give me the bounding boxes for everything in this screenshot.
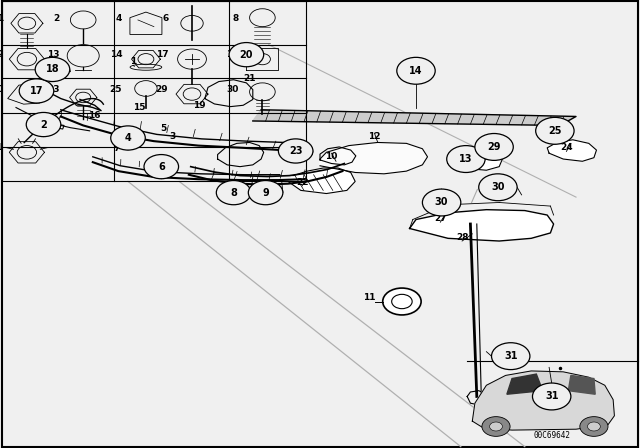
- Text: 9: 9: [0, 50, 3, 59]
- Text: 15: 15: [133, 103, 146, 112]
- Polygon shape: [288, 168, 355, 194]
- Text: 26: 26: [458, 161, 470, 170]
- Text: 5: 5: [160, 124, 166, 133]
- Polygon shape: [410, 210, 554, 241]
- Circle shape: [278, 139, 313, 163]
- Text: 20: 20: [0, 85, 3, 94]
- Circle shape: [229, 43, 264, 67]
- Text: 31: 31: [545, 392, 559, 401]
- Text: 18: 18: [45, 65, 60, 74]
- Polygon shape: [568, 375, 595, 394]
- Text: 12: 12: [368, 132, 381, 141]
- Text: 31: 31: [504, 351, 518, 361]
- Text: 27: 27: [434, 214, 447, 223]
- Text: 2: 2: [40, 120, 47, 129]
- Circle shape: [248, 181, 283, 205]
- Polygon shape: [472, 371, 614, 430]
- Text: 14: 14: [109, 50, 122, 59]
- Text: 30: 30: [435, 198, 449, 207]
- Text: 20: 20: [239, 50, 253, 60]
- Text: 17: 17: [29, 86, 44, 96]
- Circle shape: [111, 126, 145, 150]
- Polygon shape: [448, 149, 502, 170]
- Text: 13: 13: [459, 154, 473, 164]
- Text: 13: 13: [47, 50, 60, 59]
- Polygon shape: [320, 142, 428, 174]
- Text: 28: 28: [456, 233, 468, 242]
- Text: 6: 6: [158, 162, 164, 172]
- Text: 24: 24: [560, 143, 573, 152]
- Text: 23: 23: [47, 85, 60, 94]
- Text: 8: 8: [232, 14, 239, 23]
- Circle shape: [216, 181, 251, 205]
- Text: 11: 11: [362, 293, 375, 302]
- Text: 14: 14: [409, 66, 423, 76]
- Text: 9: 9: [262, 188, 269, 198]
- Text: 25: 25: [109, 85, 122, 94]
- Circle shape: [536, 117, 574, 144]
- Polygon shape: [38, 118, 64, 129]
- Text: 29: 29: [156, 85, 168, 94]
- Text: 2: 2: [53, 14, 60, 23]
- Text: 31: 31: [0, 143, 3, 152]
- Text: 30: 30: [491, 182, 505, 192]
- Text: 4: 4: [125, 133, 131, 143]
- Text: 25: 25: [548, 126, 562, 136]
- Circle shape: [397, 57, 435, 84]
- Circle shape: [532, 383, 571, 410]
- Circle shape: [26, 112, 61, 137]
- Text: 22: 22: [296, 178, 308, 187]
- Circle shape: [19, 79, 54, 103]
- Circle shape: [492, 343, 530, 370]
- Circle shape: [490, 422, 502, 431]
- Circle shape: [588, 422, 600, 431]
- Circle shape: [447, 146, 485, 172]
- Text: 1: 1: [130, 57, 136, 66]
- Text: 8: 8: [230, 188, 237, 198]
- Text: 17: 17: [156, 50, 168, 59]
- Circle shape: [35, 57, 70, 82]
- Text: 3: 3: [170, 132, 176, 141]
- Text: 7: 7: [113, 144, 120, 153]
- Text: 00C69642: 00C69642: [533, 431, 570, 440]
- Circle shape: [482, 417, 510, 436]
- Circle shape: [475, 134, 513, 160]
- Polygon shape: [547, 140, 596, 161]
- Text: 1: 1: [0, 14, 3, 23]
- Text: 6: 6: [162, 14, 168, 23]
- Text: 29: 29: [487, 142, 501, 152]
- Text: 4: 4: [116, 14, 122, 23]
- Polygon shape: [253, 110, 576, 125]
- Circle shape: [422, 189, 461, 216]
- Text: 10: 10: [325, 152, 338, 161]
- Circle shape: [144, 155, 179, 179]
- Circle shape: [383, 288, 421, 315]
- Circle shape: [580, 417, 608, 436]
- Text: 21: 21: [243, 74, 256, 83]
- Circle shape: [479, 174, 517, 201]
- Text: 18: 18: [226, 50, 239, 59]
- Text: 30: 30: [227, 85, 239, 94]
- Text: 19: 19: [193, 101, 206, 110]
- Polygon shape: [507, 374, 543, 394]
- Text: 16: 16: [88, 111, 101, 120]
- Text: 23: 23: [289, 146, 303, 156]
